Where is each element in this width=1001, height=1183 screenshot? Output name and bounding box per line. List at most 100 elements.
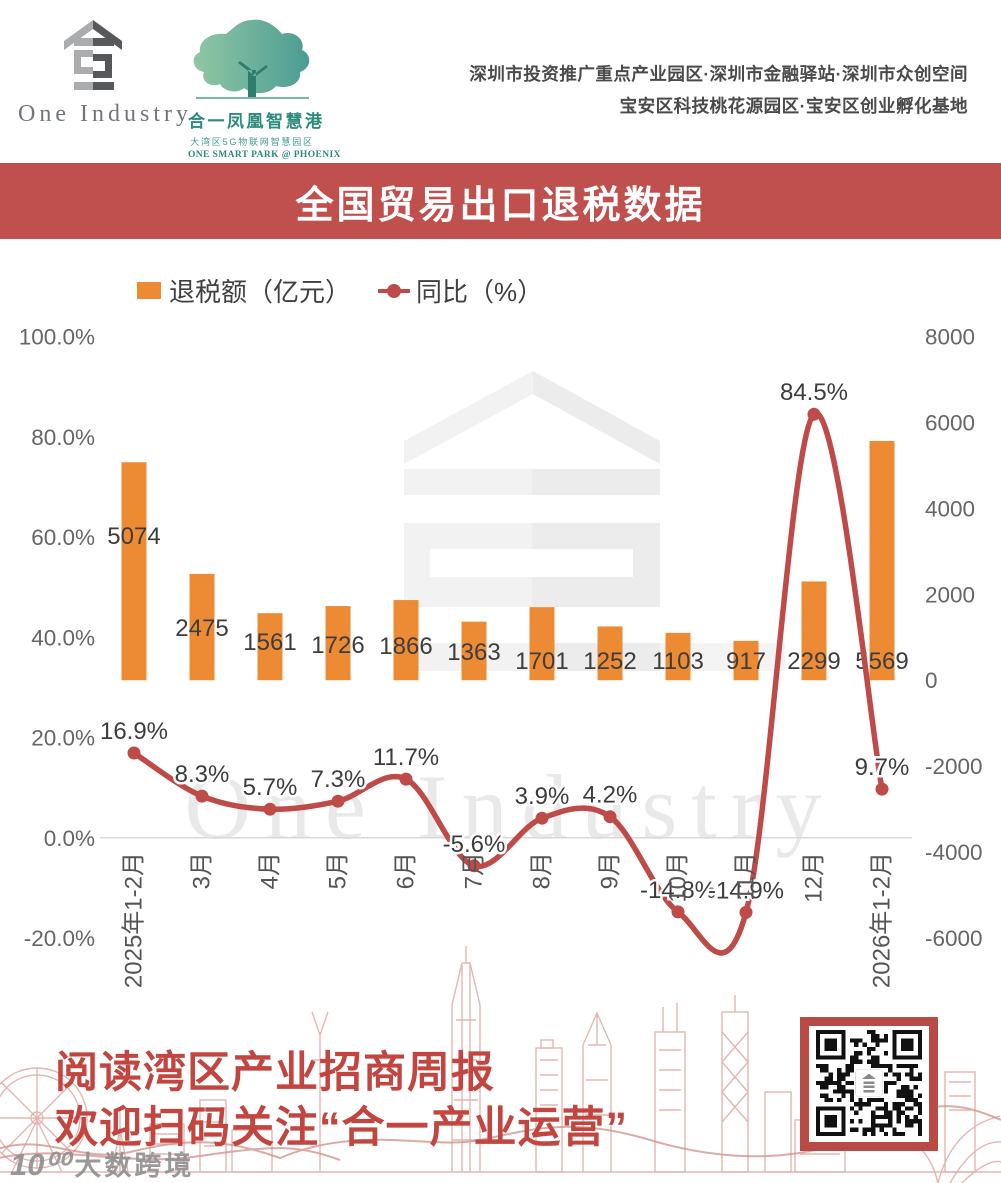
one-industry-wordmark: One Industry [18,101,192,127]
qr-module [849,1127,855,1132]
qr-code [800,1017,938,1151]
bar [869,440,895,681]
qr-module [828,1072,833,1077]
qr-module [858,1106,863,1111]
qr-module [913,1114,918,1120]
month-label: 2026年1-2月 [869,852,896,988]
qr-module [858,1038,863,1043]
month-label: 11月 [733,852,760,901]
qr-module [871,1046,876,1052]
line-label: 84.5% [780,379,848,406]
chart-legend: 退税额（亿元） 同比（%） [137,272,543,309]
qr-module [917,1076,922,1081]
qr-module [888,1119,893,1124]
qr-module [905,1093,910,1098]
line-label: -14.9% [708,877,784,904]
qr-module [841,1085,846,1090]
qr-module [858,1119,863,1124]
bar [461,621,487,681]
one-industry-glyph-icon [64,20,122,90]
right-axis-tick-label: 2000 [925,582,975,607]
qr-module [820,1063,825,1069]
qr-module [845,1063,850,1069]
left-axis-labels: 100.0% 80.0% 60.0% 40.0% 20.0% 0.0% -20.0% [19,325,95,952]
qr-module [883,1102,889,1107]
qr-module [849,1068,855,1073]
bar-label: 2475 [175,615,228,642]
qr-module [905,1097,910,1103]
data-point [807,407,821,421]
qr-module [845,1068,850,1073]
qr-module [905,1089,910,1094]
qr-module [896,1102,901,1107]
right-axis-tick-label: -6000 [925,926,983,951]
bar-label: 1726 [311,632,364,659]
qr-module [845,1072,850,1077]
qr-module [871,1030,876,1035]
qr-module [854,1038,859,1043]
qr-module [824,1068,829,1073]
data-point [603,810,617,824]
qr-module [871,1055,876,1060]
phoenix-park-logo: 合一凤凰智慧港 大湾区5G物联网智慧园区 ONE SMART PARK @ PH… [188,18,341,160]
qr-module [913,1076,918,1081]
qr-module [888,1114,893,1120]
data-point [875,782,889,796]
phoenix-tree-icon [193,19,309,99]
qr-module [862,1042,867,1047]
brand-watermark: 10⁰⁰ 大数跨境 [10,1144,194,1183]
brand-mark: 10⁰⁰ [10,1147,70,1182]
qr-module [883,1123,889,1128]
qr-pattern [816,1030,922,1136]
qr-module [896,1089,901,1094]
qr-module [824,1093,829,1098]
qr-module [866,1127,872,1132]
qr-module [875,1038,880,1043]
left-axis-tick-label: 40.0% [31,625,95,650]
bar-legend-label: 退税额（亿元） [169,277,352,307]
qr-module [841,1093,846,1098]
qr-module [820,1085,825,1090]
qr-module [824,1085,829,1090]
qr-module [871,1110,876,1115]
data-point [127,746,141,760]
qr-module [909,1072,914,1077]
qr-module [879,1063,884,1069]
qr-module [896,1106,901,1111]
line-label: 16.9% [100,718,168,745]
qr-module [841,1089,846,1094]
month-label: 7月 [461,852,488,889]
watermark-he-logo [404,371,785,671]
qr-module [837,1089,842,1094]
right-axis-labels: 8000 6000 4000 2000 0 -2000 -4000 -6000 [925,325,983,952]
month-label: 10月 [665,852,692,903]
qr-module [883,1114,889,1120]
line-label: 7.3% [311,766,366,793]
qr-module [905,1119,910,1124]
line-label: 4.2% [583,782,638,809]
qr-module [875,1059,880,1064]
qr-module [824,1063,829,1069]
qr-module [849,1055,855,1060]
header-taglines: 深圳市投资推广重点产业园区·深圳市金融驿站·深圳市众创空间 宝安区科技桃花源园区… [469,58,968,122]
bar-label: 1103 [652,648,704,675]
bar-value-labels: 5074 2475 1561 1726 1866 1363 1701 1252 1103 917 2… [107,523,908,675]
qr-module [854,1127,859,1132]
qr-module [837,1080,842,1086]
qr-logo-glyph [863,1081,875,1084]
phoenix-subtitle-en: ONE SMART PARK @ PHOENIX [188,150,341,160]
qr-module [849,1038,855,1043]
qr-module [917,1102,922,1107]
bar-label: 2299 [787,648,840,675]
qr-module [871,1127,876,1132]
qr-module [871,1059,876,1064]
qr-logo-glyph [863,1085,875,1089]
qr-module [862,1131,867,1136]
right-axis-tick-label: -2000 [925,754,983,779]
data-point [263,802,277,816]
qr-module [866,1097,872,1103]
qr-module [909,1089,914,1094]
month-label: 3月 [189,852,216,889]
qr-module [845,1089,850,1094]
qr-module [900,1089,906,1094]
